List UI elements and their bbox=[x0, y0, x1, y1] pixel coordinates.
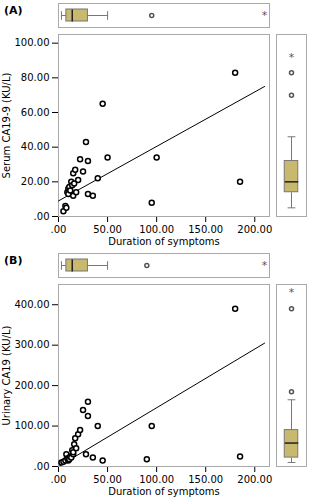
svg-text:40.00: 40.00 bbox=[21, 141, 50, 152]
svg-text:150.00: 150.00 bbox=[188, 474, 223, 485]
svg-text:*: * bbox=[262, 259, 268, 272]
svg-text:.00: .00 bbox=[51, 224, 67, 235]
svg-text:200.00: 200.00 bbox=[15, 380, 50, 391]
svg-text:*: * bbox=[262, 9, 268, 22]
html-text:(B): (B) bbox=[4, 254, 23, 267]
svg-text:Duration of symptoms: Duration of symptoms bbox=[108, 236, 220, 247]
svg-text:.00: .00 bbox=[34, 461, 50, 472]
svg-text:200.00: 200.00 bbox=[237, 224, 272, 235]
svg-text:*: * bbox=[289, 286, 295, 299]
html-text:(A): (A) bbox=[4, 4, 23, 17]
svg-text:*: * bbox=[289, 51, 295, 64]
svg-text:20.00: 20.00 bbox=[21, 176, 50, 187]
svg-text:.00: .00 bbox=[34, 211, 50, 222]
svg-text:100.00: 100.00 bbox=[15, 420, 50, 431]
svg-text:Urinary CA19 (KU/L): Urinary CA19 (KU/L) bbox=[1, 325, 12, 425]
svg-text:Duration of symptoms: Duration of symptoms bbox=[108, 486, 220, 497]
svg-text:50.00: 50.00 bbox=[93, 224, 122, 235]
svg-text:400.00: 400.00 bbox=[15, 299, 50, 310]
svg-text:50.00: 50.00 bbox=[93, 474, 122, 485]
svg-text:.00: .00 bbox=[51, 474, 67, 485]
svg-text:60.00: 60.00 bbox=[21, 107, 50, 118]
svg-text:300.00: 300.00 bbox=[15, 339, 50, 350]
svg-text:80.00: 80.00 bbox=[21, 72, 50, 83]
svg-text:100.00: 100.00 bbox=[139, 474, 174, 485]
svg-text:200.00: 200.00 bbox=[237, 474, 272, 485]
svg-text:150.00: 150.00 bbox=[188, 224, 223, 235]
svg-text:Serum CA19-9 (KU/L): Serum CA19-9 (KU/L) bbox=[1, 72, 12, 178]
svg-text:100.00: 100.00 bbox=[15, 37, 50, 48]
svg-text:100.00: 100.00 bbox=[139, 224, 174, 235]
